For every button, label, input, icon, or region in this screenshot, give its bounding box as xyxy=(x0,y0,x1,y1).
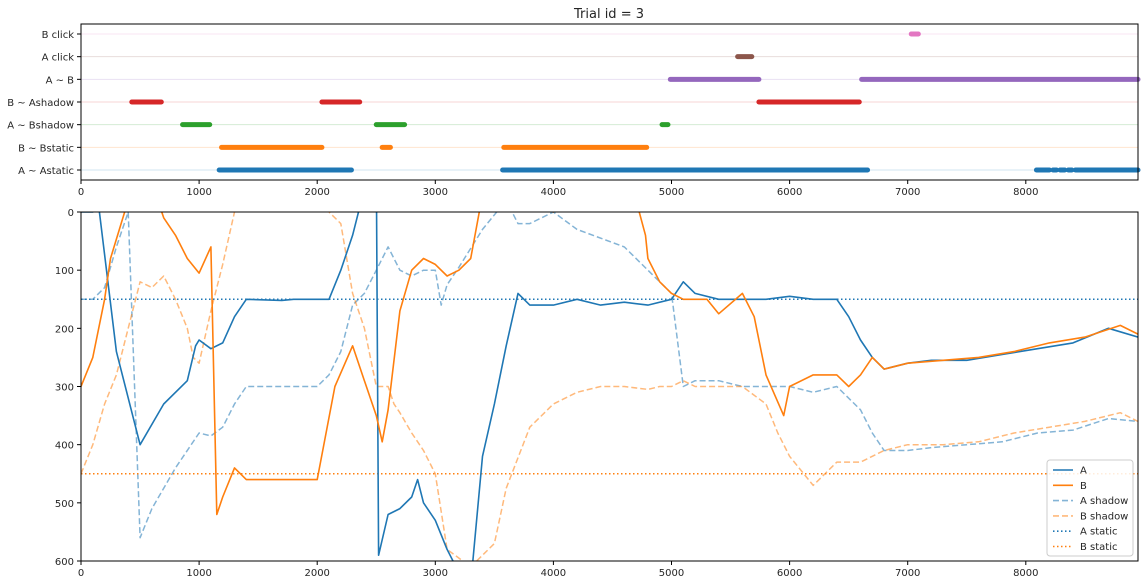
x-tick-label: 7000 xyxy=(895,568,920,579)
legend: AB A shadow B shadow A static B static xyxy=(1046,459,1134,557)
x-tick-label: 8000 xyxy=(1013,568,1038,579)
event-row-label: A click xyxy=(42,53,75,64)
y-tick-label: 200 xyxy=(55,324,74,335)
event-row-label: A ~ Astatic xyxy=(18,166,74,177)
y-tick-label: 400 xyxy=(55,441,74,452)
x-tick-label: 1000 xyxy=(186,568,211,579)
event-row: A ~ Astatic xyxy=(18,166,1141,177)
legend-label: A xyxy=(1080,466,1087,477)
x-tick-label: 6000 xyxy=(777,187,802,198)
x-tick-label: 4000 xyxy=(541,568,566,579)
legend-label: B static xyxy=(1080,542,1118,553)
event-row: B ~ Bstatic xyxy=(18,143,1138,154)
x-tick-label: 5000 xyxy=(659,187,684,198)
series-line-b xyxy=(81,212,1138,516)
x-tick-label: 1000 xyxy=(186,187,211,198)
x-tick-label: 7000 xyxy=(895,187,920,198)
event-row: B click xyxy=(42,30,1138,41)
x-tick-label: 3000 xyxy=(423,568,448,579)
event-rows: A ~ Astatic B ~ Bstatic A ~ Bshadow B ~ Ash… xyxy=(7,30,1141,177)
y-tick-label: 100 xyxy=(55,266,74,277)
y-tick-label: 600 xyxy=(55,557,74,568)
trajectory-panel: 0 1000 2000 3000 4000 5000 6000 7000 8000 0 100 20… xyxy=(55,208,1139,579)
series-line-a xyxy=(81,212,1138,561)
legend-label: B xyxy=(1080,481,1087,492)
x-tick-label: 0 xyxy=(78,187,84,198)
trajectory-lines xyxy=(81,212,1138,561)
legend-item: A static xyxy=(1053,527,1117,538)
y-tick-label: 0 xyxy=(68,208,74,219)
bottom-x-axis: 0 1000 2000 3000 4000 5000 6000 7000 8000 xyxy=(78,561,1039,579)
x-tick-label: 2000 xyxy=(304,568,329,579)
series-line-b-shadow xyxy=(81,212,1138,561)
event-row-label: A ~ Bshadow xyxy=(7,121,74,132)
event-row: B ~ Ashadow xyxy=(7,98,1138,109)
x-tick-label: 8000 xyxy=(1013,187,1038,198)
legend-box xyxy=(1046,459,1134,557)
legend-label: A static xyxy=(1080,527,1117,538)
legend-item: B shadow xyxy=(1053,511,1128,522)
x-tick-label: 5000 xyxy=(659,568,684,579)
x-tick-label: 6000 xyxy=(777,568,802,579)
top-chart-title: Trial id = 3 xyxy=(573,7,644,22)
x-tick-label: 2000 xyxy=(304,187,329,198)
event-raster-panel: Trial id = 3 A ~ Astatic B ~ Bstatic A ~ B… xyxy=(7,7,1141,198)
y-tick-label: 500 xyxy=(55,499,74,510)
y-tick-label: 300 xyxy=(55,383,74,394)
legend-label: B shadow xyxy=(1080,511,1128,522)
event-row: A ~ B xyxy=(46,75,1141,86)
legend-item: B xyxy=(1053,481,1087,492)
legend-item: B static xyxy=(1053,542,1118,553)
event-row-label: A ~ B xyxy=(46,75,75,86)
legend-item: A shadow xyxy=(1053,496,1128,507)
event-row: A ~ Bshadow xyxy=(7,121,1138,132)
event-row-label: B click xyxy=(42,30,75,41)
legend-label: A shadow xyxy=(1080,496,1128,507)
legend-items: AB A shadow B shadow A static B static xyxy=(1053,466,1128,553)
legend-item: A xyxy=(1053,466,1087,477)
event-row-label: B ~ Bstatic xyxy=(18,143,74,154)
event-row-label: B ~ Ashadow xyxy=(7,98,74,109)
event-row: A click xyxy=(42,53,1138,64)
bottom-y-axis: 0 100 200 300 400 500 600 xyxy=(55,208,81,568)
x-tick-label: 4000 xyxy=(541,187,566,198)
x-tick-label: 3000 xyxy=(423,187,448,198)
top-x-axis: 0 1000 2000 3000 4000 5000 6000 7000 8000 xyxy=(78,180,1039,198)
x-tick-label: 0 xyxy=(78,568,84,579)
top-plot-frame xyxy=(80,23,1139,181)
